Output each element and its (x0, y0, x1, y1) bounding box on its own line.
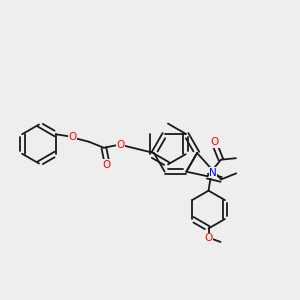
Text: O: O (211, 137, 219, 147)
Text: N: N (209, 168, 217, 178)
Text: O: O (116, 140, 124, 150)
Text: O: O (103, 160, 111, 170)
Text: O: O (68, 132, 76, 142)
Text: O: O (204, 233, 213, 243)
